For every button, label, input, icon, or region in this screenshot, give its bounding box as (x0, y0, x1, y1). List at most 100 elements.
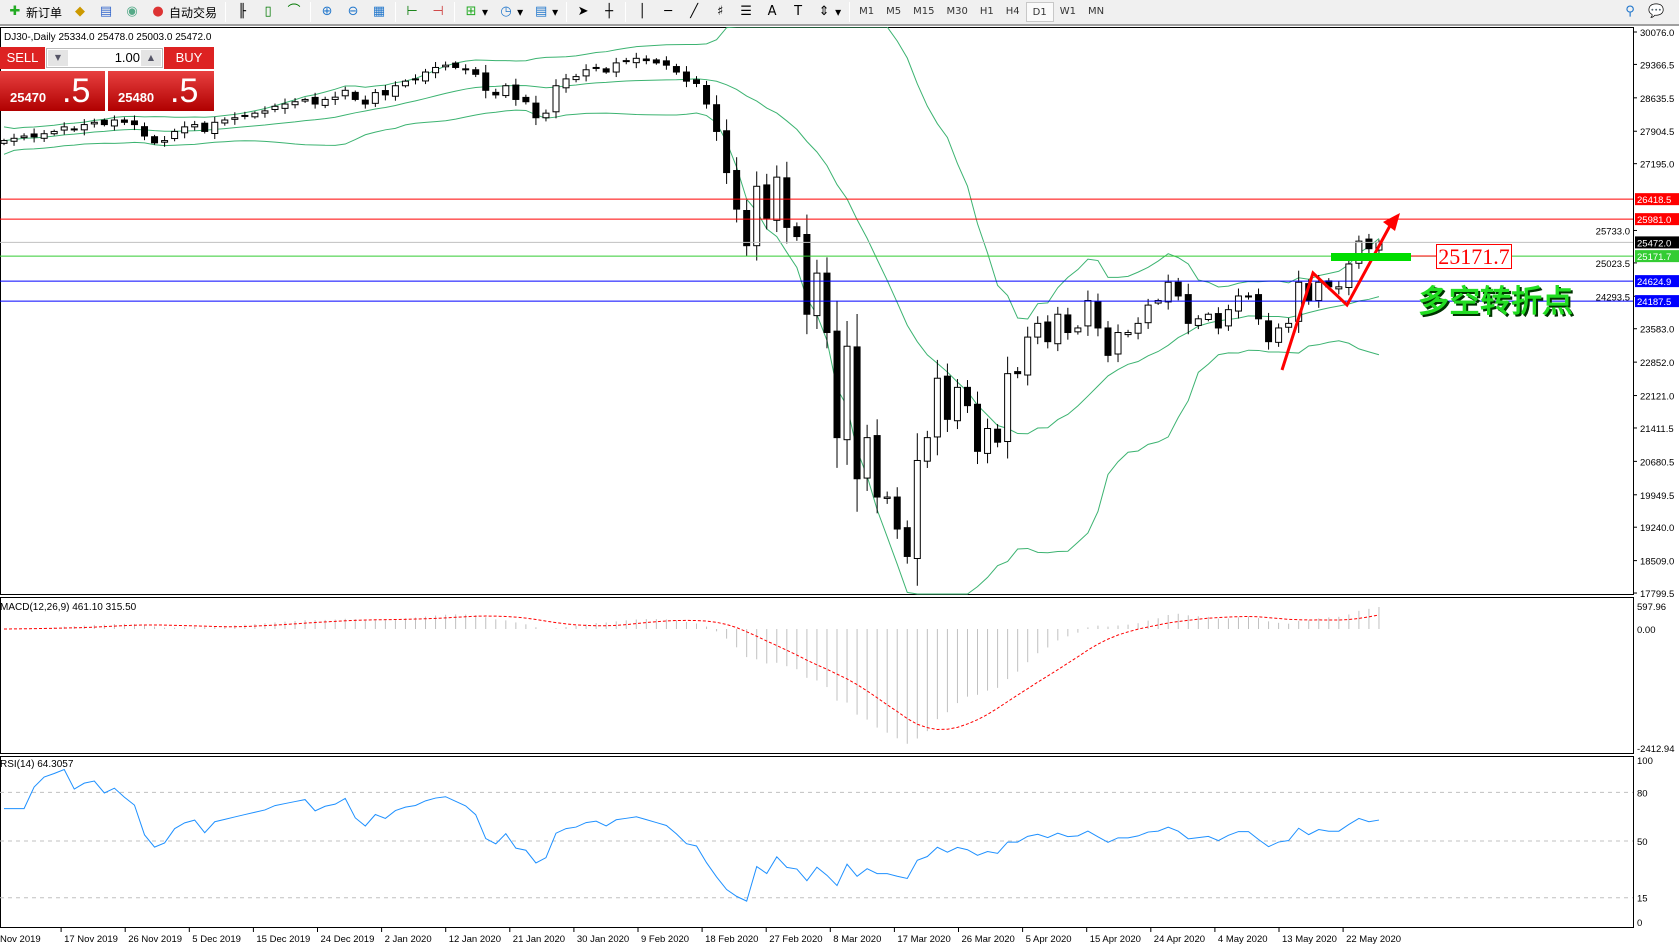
lot-decrease-button[interactable]: ▼ (48, 50, 68, 66)
candlestick-button[interactable]: ▯ (255, 1, 281, 23)
experts-icon: ◆ (75, 4, 86, 19)
timeframe-mn[interactable]: MN (1087, 6, 1105, 17)
lot-size-field[interactable]: ▼ 1.00 ▲ (46, 48, 163, 68)
price-tick-label: 25023.5 (1596, 259, 1630, 270)
bull-candle (592, 66, 600, 69)
chart-window[interactable]: 30076.0 29366.5 28635.5 27904.5 27195.0 25733… (0, 27, 1679, 947)
bull-candle (1224, 309, 1232, 327)
lot-value[interactable]: 1.00 (114, 50, 140, 65)
bar-chart-button[interactable]: ╟ (229, 1, 255, 23)
timeframe-w1[interactable]: W1 (1059, 6, 1076, 17)
auto-trading-button[interactable]: ● 自动交易 (145, 1, 222, 23)
fibonacci-button[interactable]: ♯ (707, 1, 733, 23)
crosshair-button[interactable]: ┼ (596, 1, 622, 23)
price-label-annotation[interactable]: 25171.7 (1436, 244, 1512, 269)
templates-button[interactable]: ▤ ▾ (534, 4, 559, 19)
experts-button[interactable]: ◆ (67, 1, 93, 23)
pivot-point-text[interactable]: 多空转折点 (1418, 284, 1573, 320)
trendline-icon: ╱ (690, 4, 699, 19)
bull-candle (1034, 322, 1042, 338)
vertical-line-button[interactable]: │ (629, 1, 655, 23)
timeframe-h1[interactable]: H1 (979, 6, 994, 17)
red-zigzag-arrow[interactable] (1280, 221, 1394, 371)
pivot-zone-bar[interactable] (1331, 253, 1411, 261)
price-marker (1635, 236, 1679, 249)
price-tick-label: 23583.0 (1640, 325, 1674, 336)
bear-candle (452, 62, 460, 68)
rsi-tick-label: 50 (1637, 837, 1648, 848)
price-tick-label: 22121.0 (1640, 392, 1674, 403)
price-marker-label: 26418.5 (1637, 195, 1671, 206)
chart-shift-button[interactable]: ⊣ (425, 1, 451, 23)
bull-candle (50, 130, 58, 135)
bear-candle (703, 85, 711, 105)
timeframe-m15[interactable]: M15 (913, 6, 935, 17)
zoom-out-button[interactable]: ⊖ (340, 1, 366, 23)
bull-candle (411, 78, 419, 81)
bull-candle (391, 85, 399, 97)
lot-increase-button[interactable]: ▲ (141, 50, 161, 66)
text-label-button[interactable]: T (785, 1, 811, 23)
sell-button[interactable]: SELL (0, 47, 45, 69)
sell-price-button[interactable]: 25470 .5 (0, 71, 105, 111)
timeframe-h4[interactable]: H4 (1005, 6, 1020, 17)
buy-price-button[interactable]: 25480 .5 (108, 71, 214, 111)
bull-candle (261, 110, 269, 114)
price-marker (1635, 295, 1679, 308)
history-button[interactable]: ▤ (93, 1, 119, 23)
rsi-tick-label: 0 (1637, 918, 1642, 929)
bull-candle (1054, 313, 1062, 345)
arrows-button[interactable]: ⇕ ▾ (811, 1, 846, 23)
chart-shift-icon: ⊣ (432, 4, 444, 19)
zoom-in-button[interactable]: ⊕ (314, 1, 340, 23)
bull-candle (442, 64, 450, 68)
bull-candle (953, 386, 961, 422)
date-tick-label: 27 Feb 2020 (769, 934, 822, 945)
panel-frame (0, 597, 1634, 754)
price-marker-label: 24187.5 (1637, 297, 1671, 308)
timeframe-m30[interactable]: M30 (946, 6, 968, 17)
price-tick-label: 20680.5 (1640, 457, 1674, 468)
date-tick-label: 18 Feb 2020 (705, 934, 758, 945)
timeframe-m5[interactable]: M5 (886, 6, 902, 17)
date-tick-label: 17 Mar 2020 (897, 934, 950, 945)
date-tick-label: 24 Dec 2019 (321, 934, 375, 945)
date-tick-label: 13 May 2020 (1282, 934, 1337, 945)
price-marker (1635, 213, 1679, 226)
bull-candle (843, 345, 851, 441)
timeframe-d1[interactable]: D1 (1025, 2, 1054, 22)
bull-candle (1285, 322, 1293, 328)
bull-candle (1114, 332, 1122, 355)
buy-button[interactable]: BUY (164, 47, 214, 69)
line-chart-icon: ⌒ (287, 4, 301, 19)
zoom-out-icon: ⊖ (347, 4, 359, 19)
chat-button[interactable]: 💬 (1643, 1, 1669, 23)
fibo-fan-button[interactable]: ☰ (733, 1, 759, 23)
trendline-button[interactable]: ╱ (681, 1, 707, 23)
bull-candle (552, 85, 560, 113)
new-order-button[interactable]: ✚ 新订单 (2, 1, 67, 23)
annotations[interactable] (1280, 213, 1436, 371)
text-button[interactable]: A (759, 1, 785, 23)
indicators-button[interactable]: ⊞ ▾ (458, 1, 493, 23)
bull-candle (40, 133, 48, 139)
bull-candle (1204, 313, 1212, 320)
signals-button[interactable]: ◉ (119, 1, 145, 23)
horizontal-line-button[interactable]: ─ (655, 1, 681, 23)
line-chart-button[interactable]: ⌒ (281, 1, 307, 23)
price-marker-label: 25981.0 (1637, 215, 1671, 226)
auto-scroll-button[interactable]: ⊢ (399, 1, 425, 23)
timeframe-m1[interactable]: M1 (859, 6, 875, 17)
bull-candle (1154, 300, 1162, 304)
timeframe-bar: M1 M5 M15 M30 H1 H4 D1 W1 MN (853, 2, 1110, 22)
periods-icon: ◷ (500, 4, 512, 19)
search-button[interactable]: ⚲ (1617, 1, 1643, 23)
bear-candle (713, 104, 721, 132)
bar-chart-icon: ╟ (238, 4, 246, 19)
cursor-button[interactable]: ➤ (570, 1, 596, 23)
bollinger-middle (3, 78, 1380, 435)
tile-windows-button[interactable]: ▦ (366, 1, 392, 23)
periods-button[interactable]: ◷ ▾ (493, 1, 528, 23)
bear-candle (1014, 371, 1022, 375)
date-tick-label: 5 Apr 2020 (1026, 934, 1072, 945)
